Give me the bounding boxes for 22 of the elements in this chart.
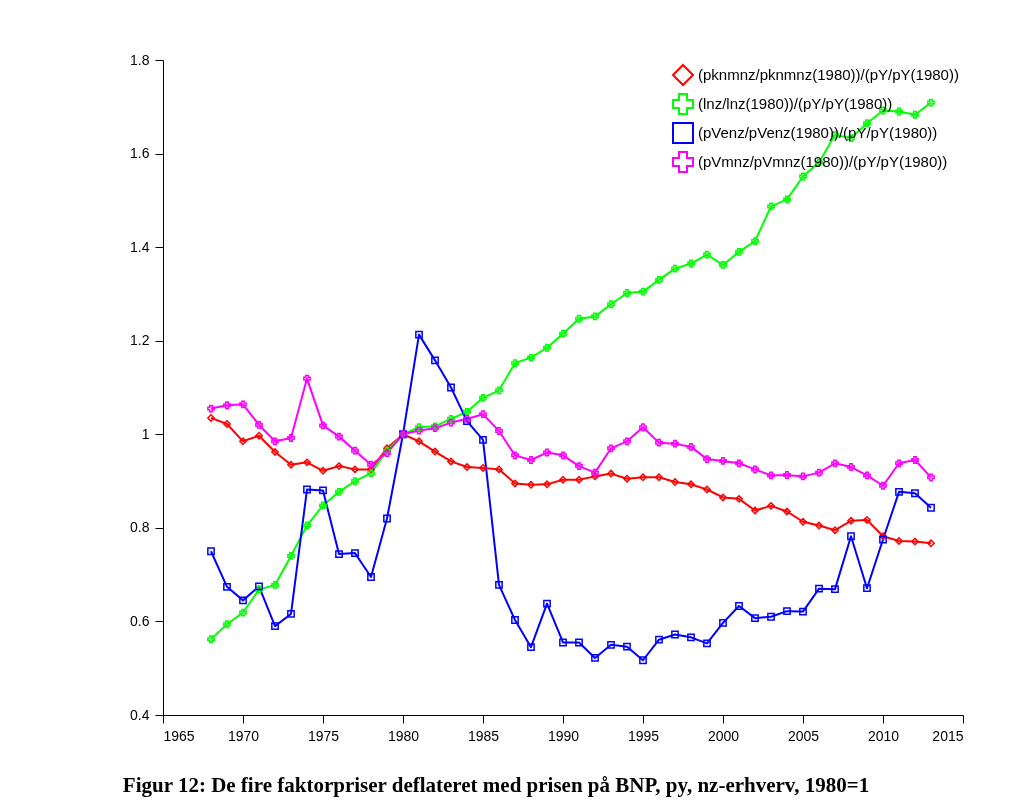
y-tick-label: 1.6 (130, 145, 150, 162)
x-tick-label: 2000 (707, 727, 740, 744)
y-tick-label: 1.4 (130, 238, 150, 255)
x-tick-label: 1970 (227, 727, 260, 744)
y-tick-label: 0.4 (130, 706, 150, 723)
x-tick-label: 2010 (867, 727, 900, 744)
legend-label: (pknmnz/pknmnz(1980))/(pY/pY(1980)) (698, 66, 959, 83)
y-tick-label: 1.8 (130, 51, 150, 68)
x-tick-label: 1975 (307, 727, 340, 744)
x-tick-label: 2005 (787, 727, 820, 744)
x-tick-label: 1990 (547, 727, 580, 744)
x-tick-label: 1980 (387, 727, 420, 744)
x-tick-label: 1995 (627, 727, 660, 744)
text: Figur 12: De fire faktorpriser deflateret med prisen på BNP, py, nz-erhverv, 1980=1 (122, 773, 870, 797)
y-tick-label: 1.2 (130, 332, 150, 349)
x-tick-label: 1965 (163, 727, 195, 744)
legend-label: (lnz/lnz(1980))/(pY/pY(1980)) (698, 95, 893, 112)
x-tick-label: 2015 (932, 727, 964, 744)
y-tick-label: 0.8 (130, 519, 150, 536)
y-tick-label: 0.6 (130, 612, 150, 629)
x-tick-label: 1985 (467, 727, 500, 744)
y-tick-label: 1 (141, 425, 150, 442)
